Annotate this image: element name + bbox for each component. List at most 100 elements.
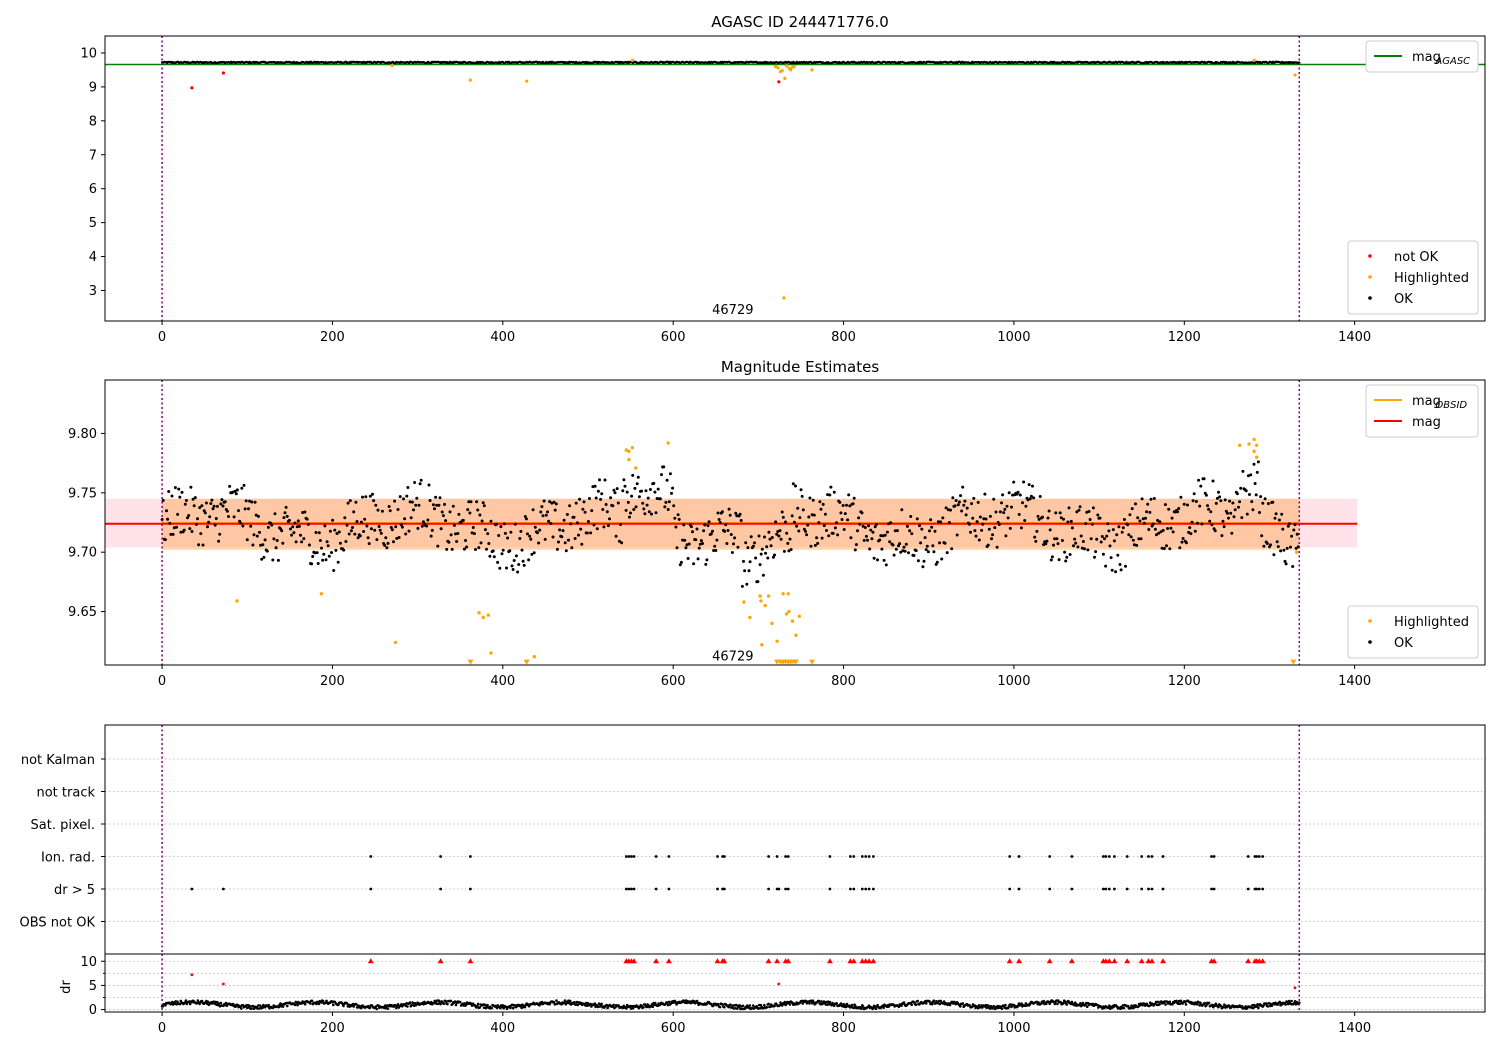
ok-point <box>261 543 265 547</box>
ok-point <box>1232 515 1236 519</box>
x-tick-label: 0 <box>158 674 166 689</box>
x-tick-label: 1200 <box>1168 1021 1201 1036</box>
ok-point <box>377 525 381 528</box>
highlighted-point <box>235 599 239 603</box>
ok-point <box>1176 510 1180 514</box>
dr-ok-point <box>759 1003 763 1007</box>
highlighted-point <box>790 619 795 623</box>
dr-ok-point <box>1010 1005 1013 1009</box>
ok-point <box>1255 470 1259 474</box>
dr-ok-point <box>780 1004 784 1007</box>
dr-ok-point <box>835 1002 838 1005</box>
ok-point <box>879 534 883 538</box>
ok-point <box>520 548 524 552</box>
ok-point <box>1227 516 1230 520</box>
ok-point <box>831 531 835 535</box>
ok-point <box>621 489 625 493</box>
flag-point <box>786 855 790 858</box>
ok-point <box>1265 542 1269 545</box>
highlighted-point <box>1295 550 1299 554</box>
ok-point <box>725 542 729 545</box>
ok-point <box>1248 493 1251 496</box>
ok-point <box>933 529 937 533</box>
ok-point <box>682 523 686 527</box>
highlighted-point <box>786 592 790 596</box>
ok-point <box>656 487 660 491</box>
highlighted-point <box>1252 58 1256 63</box>
flag-point <box>767 887 770 891</box>
ok-point <box>209 502 213 505</box>
ok-point <box>768 537 772 541</box>
ok-point <box>383 543 387 547</box>
ok-point <box>811 498 815 502</box>
y-tick-label: 3 <box>89 284 97 299</box>
ok-point <box>367 542 371 546</box>
ok-point <box>333 528 337 532</box>
dr-ok-point <box>1164 1003 1167 1006</box>
ok-point <box>863 526 867 529</box>
dr-ok-point <box>240 1007 243 1010</box>
ok-point <box>1059 516 1063 520</box>
ok-point <box>483 528 487 532</box>
ok-point <box>763 535 766 539</box>
ok-point <box>496 560 500 564</box>
ok-point <box>430 528 434 532</box>
x-tick-label: 1200 <box>1168 330 1201 345</box>
flag-point <box>1212 855 1216 858</box>
dr-ok-point <box>959 1005 962 1008</box>
ok-point <box>200 504 204 508</box>
dr-ok-point <box>1168 1000 1172 1004</box>
ok-point <box>414 503 418 507</box>
dr-ok-point <box>442 1002 446 1006</box>
ok-point <box>374 503 378 507</box>
ok-point <box>263 538 267 542</box>
flag-point <box>860 855 864 858</box>
ok-point <box>718 521 722 524</box>
ok-point <box>1006 516 1010 520</box>
ok-point <box>296 519 300 523</box>
ok-point <box>1108 544 1112 548</box>
ok-point <box>1177 507 1181 510</box>
ok-point <box>623 484 627 488</box>
ok-point <box>208 515 212 519</box>
ok-point <box>832 490 836 494</box>
ok-point <box>960 509 964 513</box>
ok-point <box>667 500 671 504</box>
ok-point <box>1277 518 1281 522</box>
ok-point <box>704 562 708 566</box>
flag-point <box>1161 887 1165 891</box>
ok-point <box>839 511 843 515</box>
ok-point <box>946 508 950 512</box>
dr-ok-point <box>1056 1002 1059 1006</box>
ok-point <box>1197 478 1201 482</box>
ok-point <box>1003 507 1007 511</box>
y-tick-label: 9.75 <box>68 486 97 501</box>
legend-label-subscript: OBSID <box>1435 400 1467 411</box>
flag-point <box>1017 855 1021 858</box>
legend-marker-swatch <box>1368 275 1372 279</box>
flag-point <box>1150 855 1154 858</box>
ok-point <box>518 537 522 540</box>
ok-point <box>1196 521 1199 525</box>
ok-point <box>176 512 180 516</box>
ok-point <box>227 515 230 518</box>
highlighted-point <box>1255 443 1259 447</box>
ok-point <box>489 519 493 523</box>
dr-ok-point <box>667 1000 671 1004</box>
ok-point <box>232 515 236 519</box>
ok-point <box>727 507 731 511</box>
ok-point <box>1251 508 1255 512</box>
ok-point <box>1283 559 1287 563</box>
dr-ok-point <box>1045 1002 1048 1005</box>
ok-point <box>1244 489 1248 493</box>
highlighted-point <box>489 651 493 655</box>
ok-point <box>624 508 628 512</box>
ok-point <box>1279 549 1283 553</box>
dr-ok-point <box>1203 1001 1206 1005</box>
dr-not-ok-point <box>777 982 781 986</box>
legend-label: Highlighted <box>1394 615 1469 630</box>
dr-ok-point <box>900 1004 903 1007</box>
ok-point <box>439 527 443 531</box>
ok-point <box>485 547 488 551</box>
ok-point <box>955 533 959 537</box>
